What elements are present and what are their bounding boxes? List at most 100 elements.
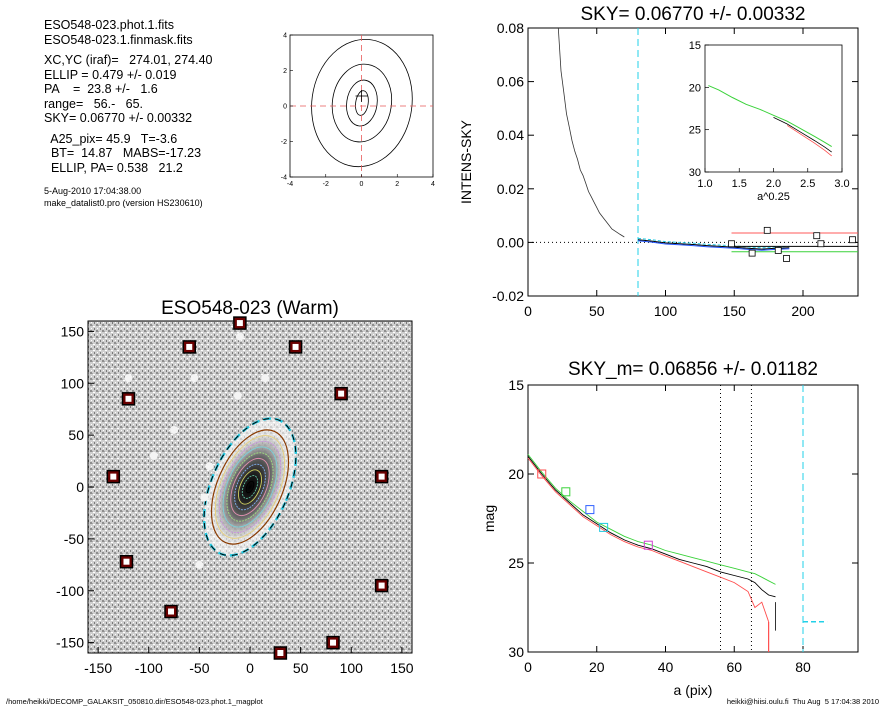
star-marker-center bbox=[236, 320, 243, 327]
sky-sample-square bbox=[763, 226, 771, 234]
contour-line bbox=[355, 90, 369, 116]
inset-profile-red bbox=[786, 125, 832, 157]
intens-y-tick-label: 0.04 bbox=[497, 127, 524, 143]
masked-star bbox=[190, 374, 199, 383]
masked-star bbox=[200, 493, 209, 502]
image-y-tick-label: 150 bbox=[61, 323, 85, 339]
isophote-ellipse bbox=[218, 440, 282, 534]
isophote-ellipse bbox=[238, 469, 262, 505]
intens-y-tick-label: 0.02 bbox=[497, 181, 524, 197]
intens-x-tick-label: 0 bbox=[524, 303, 532, 319]
intens-y-tick-label: -0.02 bbox=[492, 288, 524, 304]
galaxy-body bbox=[202, 417, 298, 557]
mag-marker-square bbox=[561, 487, 571, 497]
intens-y-tick-label: 0.06 bbox=[497, 74, 524, 90]
contour-y-tick-label: 0 bbox=[283, 104, 287, 111]
image-y-tick-label: 100 bbox=[61, 375, 85, 391]
intens-frame bbox=[527, 27, 859, 297]
inset-y-tick-label: 20 bbox=[689, 82, 701, 94]
inset-frame bbox=[704, 44, 843, 173]
star-marker-center bbox=[168, 608, 175, 615]
image-y-tick-label: -100 bbox=[56, 583, 84, 599]
image-x-tick-label: -50 bbox=[189, 660, 209, 676]
mag-y-tick-label: 30 bbox=[508, 644, 524, 660]
mag-title: SKY_m= 0.06856 +/- 0.01182 bbox=[568, 359, 818, 380]
intensity-profile-line bbox=[557, 27, 625, 238]
isophote-ellipse bbox=[214, 435, 286, 539]
sky-sample-square bbox=[774, 247, 782, 254]
contour-y-tick-label: -4 bbox=[281, 175, 287, 182]
fit-ellipse-outer-black bbox=[203, 418, 297, 556]
sky-sample-square bbox=[813, 232, 821, 240]
sky-sample-square bbox=[849, 236, 856, 244]
header-line: BT= 14.87 MABS=-17.23 bbox=[44, 146, 202, 160]
masked-star bbox=[235, 332, 244, 341]
inset-x-tick-label: 2.5 bbox=[800, 178, 815, 190]
mag-x-tick-label: 0 bbox=[524, 659, 532, 675]
masked-star bbox=[195, 560, 204, 569]
contour-y-tick-label: 2 bbox=[283, 68, 287, 75]
mag-marker-square bbox=[599, 522, 609, 532]
mag-x-tick-label: 80 bbox=[795, 659, 811, 675]
masked-star bbox=[149, 451, 158, 460]
masked-star bbox=[261, 374, 270, 383]
sky-sample-square bbox=[783, 255, 790, 262]
contour-line bbox=[311, 38, 413, 168]
contour-y-tick-label: 4 bbox=[283, 33, 287, 40]
inset-xlabel: a^0.25 bbox=[757, 191, 790, 203]
header-line: ELLIP = 0.479 +/- 0.019 bbox=[44, 67, 177, 82]
outer-profile-black bbox=[637, 239, 790, 250]
inset-profile-green bbox=[708, 85, 832, 148]
star-marker-center bbox=[338, 390, 345, 397]
star-marker-center bbox=[125, 395, 132, 402]
contour-x-tick-label: -4 bbox=[287, 181, 293, 188]
image-x-tick-label: 100 bbox=[340, 660, 364, 676]
mag-x-tick-label: 40 bbox=[658, 659, 674, 675]
header-line: range= 56.- 65. bbox=[44, 96, 144, 111]
header-info: ESO548-023.phot.1.fits ESO548-023.1.finma… bbox=[44, 18, 294, 209]
isophote-ellipse bbox=[241, 475, 259, 499]
mag-marker-square bbox=[537, 469, 547, 479]
header-line: A25_pix= 45.9 T=-3.6 bbox=[44, 131, 178, 146]
inset-x-tick-label: 1.0 bbox=[697, 178, 712, 190]
isophote-ellipse bbox=[245, 480, 255, 494]
intens-y-tick-label: 0.08 bbox=[497, 20, 524, 36]
inset-x-tick-label: 1.5 bbox=[732, 178, 747, 190]
inset-x-tick-label: 2.0 bbox=[766, 178, 781, 190]
image-x-tick-label: 150 bbox=[390, 660, 414, 676]
star-marker-center bbox=[330, 639, 337, 646]
header-line: SKY= 0.06770 +/- 0.00332 bbox=[44, 111, 193, 125]
mag-y-tick-label: 20 bbox=[508, 466, 524, 482]
intens-y-tick-label: 0.00 bbox=[497, 234, 524, 250]
masked-star bbox=[170, 425, 179, 434]
isophote-ellipse bbox=[222, 446, 278, 528]
mag-profile-line bbox=[527, 455, 776, 598]
image-x-tick-label: -150 bbox=[84, 660, 112, 676]
star-marker-center bbox=[277, 650, 284, 656]
image-x-tick-label: 0 bbox=[246, 660, 254, 676]
sky-sample-square bbox=[748, 249, 756, 257]
image-x-tick-label: -100 bbox=[135, 660, 163, 676]
image-y-tick-label: -50 bbox=[64, 531, 84, 547]
star-marker-center bbox=[110, 473, 117, 480]
mag-profile-line bbox=[527, 457, 770, 622]
image-x-tick-label: 50 bbox=[293, 660, 309, 676]
star-marker-center bbox=[186, 343, 193, 350]
contour-x-tick-label: 0 bbox=[360, 181, 364, 188]
masked-star bbox=[124, 374, 133, 383]
contour-line bbox=[331, 63, 393, 143]
header-program: make_datalist0.pro (version HS230610) bbox=[44, 198, 203, 208]
intens-ylabel: INTENS-SKY bbox=[458, 119, 474, 204]
mag-y-tick-label: 25 bbox=[508, 555, 524, 571]
header-line: ELLIP, PA= 0.538 21.2 bbox=[44, 160, 183, 175]
header-line: ESO548-023.1.finmask.fits bbox=[44, 32, 193, 47]
inset-y-tick-label: 30 bbox=[689, 167, 701, 179]
sky-sample-square bbox=[728, 240, 735, 248]
image-y-tick-label: -150 bbox=[56, 635, 84, 651]
star-marker-center bbox=[292, 343, 299, 350]
mag-y-tick-label: 15 bbox=[508, 377, 524, 393]
masked-star bbox=[233, 391, 242, 400]
fit-ellipse-inner bbox=[210, 429, 290, 545]
intens-x-tick-label: 50 bbox=[589, 303, 605, 319]
